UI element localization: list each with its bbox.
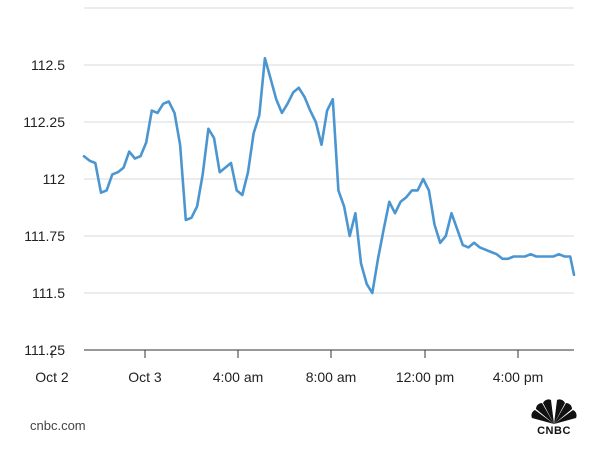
peacock-icon [531,399,577,424]
y-axis-ticks: 111.25 111.5 111.75 112 112.25 112.5 [23,57,65,358]
y-tick-label: 112.25 [23,114,65,130]
x-tick-label: Oct 2 [35,369,69,385]
x-axis-ticks: Oct 2 Oct 3 4:00 am 8:00 am 12:00 pm 4:00 pm [35,350,543,385]
series-layer [82,56,576,295]
y-tick-label: 112.5 [31,57,65,73]
x-tick-label: 4:00 am [213,369,264,385]
logo-text: CNBC [537,425,571,437]
x-tick-label: 8:00 am [306,369,357,385]
series-line [82,56,576,295]
x-tick-label: Oct 3 [128,369,162,385]
y-tick-label: 111.75 [24,228,65,244]
gridlines [84,7,574,294]
y-tick-label: 112 [43,171,66,187]
cnbc-logo: CNBC [527,398,581,438]
x-tick-label: 12:00 pm [396,369,454,385]
y-tick-label: 111.5 [32,285,65,301]
source-label[interactable]: cnbc.com [30,418,86,433]
x-tick-label: 4:00 pm [493,369,544,385]
y-tick-label: 111.25 [24,342,65,358]
